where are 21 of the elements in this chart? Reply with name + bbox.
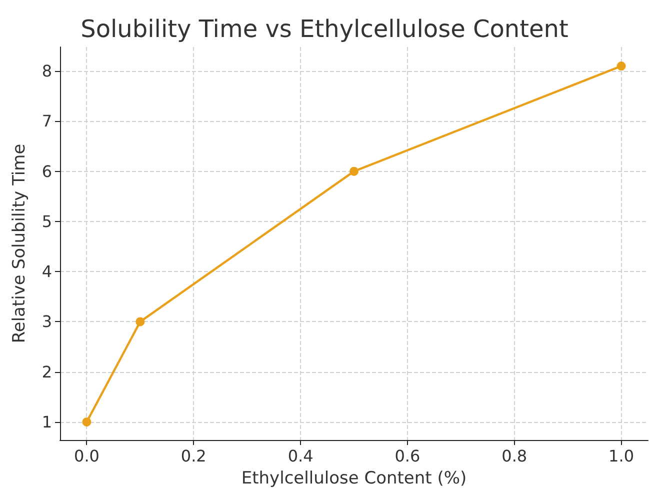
chart-title: Solubility Time vs Ethylcellulose Content [80,15,568,43]
y-tick-label: 5 [42,212,52,231]
point [350,166,358,176]
x-tick-label: 0.2 [180,446,206,466]
y-tick-label: 6 [42,162,52,181]
y-tick-label: 4 [42,262,52,282]
y-tick-label: 8 [42,62,52,81]
point [136,317,145,326]
x-tick-label: 0.8 [502,446,528,466]
x-tick-label: 0.0 [74,446,100,466]
y-tick-label: 3 [42,312,52,332]
y-tick-label: 1 [42,412,52,432]
point [616,62,626,71]
y-axis-title: Relative Solubility Time [10,144,30,344]
point [82,417,92,426]
x-tick-label: 0.6 [394,446,420,466]
x-tick-label: 1.0 [608,446,634,466]
y-tick-label: 7 [42,112,52,131]
x-tick-label: 0.4 [288,446,314,466]
x-axis-title: Ethylcellulose Content (%) [241,468,467,488]
y-tick-label: 2 [42,362,52,382]
